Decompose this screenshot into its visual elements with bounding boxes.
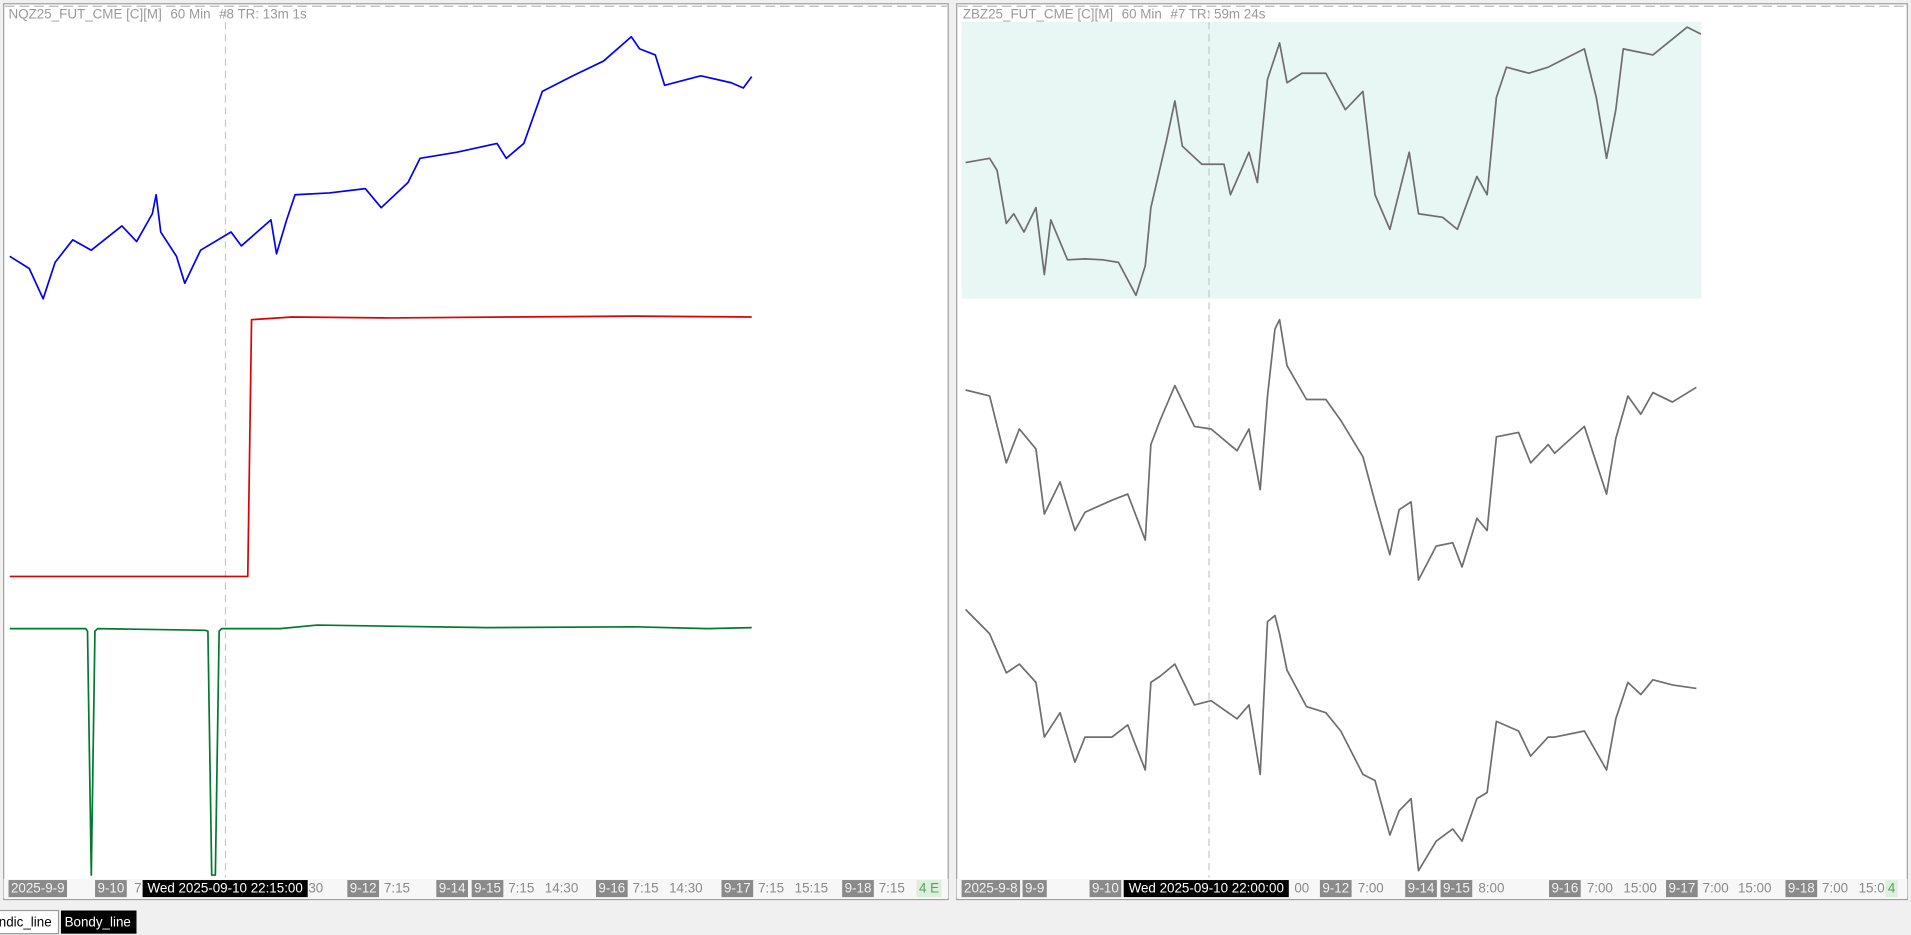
- time-label: 2025-9-9: [11, 881, 65, 896]
- time-label-bg: [916, 880, 942, 898]
- time-label: 7:15: [758, 881, 784, 896]
- time-label-bg: [8, 880, 68, 898]
- time-label: 9-14: [1408, 881, 1435, 896]
- time-label: 4 E: [919, 881, 939, 896]
- time-label: 14:30: [669, 881, 703, 896]
- price-line: [965, 608, 1697, 872]
- time-label: 15:00: [1623, 881, 1657, 896]
- symbol: NQZ25_FUT_CME [C][M]: [9, 6, 162, 21]
- time-label: 9-16: [1551, 881, 1578, 896]
- price-line: [965, 318, 1697, 581]
- time-label: 7:15: [633, 881, 659, 896]
- time-label: 7:00: [1822, 881, 1848, 896]
- time-label-bg: [721, 880, 754, 898]
- crosshair-label: Wed 2025-09-10 22:15:00: [147, 881, 302, 896]
- time-label-bg: [1405, 880, 1437, 898]
- time-label: 7:00: [1703, 881, 1729, 896]
- time-label: 2025-9-8: [964, 881, 1018, 896]
- symbol: ZBZ25_FUT_CME [C][M]: [963, 6, 1113, 21]
- crosshair-label-bg: [142, 880, 308, 898]
- time-label: 8:00: [1478, 881, 1504, 896]
- time-label: 9-18: [845, 881, 872, 896]
- time-label: 30: [308, 881, 323, 896]
- time-label-bg: [1885, 880, 1898, 898]
- time-label: 9-10: [1092, 881, 1119, 896]
- highlight-region: [961, 22, 1702, 299]
- price-line: [965, 26, 1702, 297]
- time-label: 7:00: [1358, 881, 1384, 896]
- time-label: 7: [134, 881, 141, 896]
- status: #7 TR: 59m 24s: [1170, 6, 1265, 21]
- time-label: 9-12: [1322, 881, 1349, 896]
- time-label: 9-16: [598, 881, 625, 896]
- time-label: 15:0: [1859, 881, 1885, 896]
- time-label-bg: [1089, 880, 1122, 898]
- time-label: 4: [1888, 881, 1896, 896]
- price-line: [9, 315, 752, 578]
- time-label: 15:00: [1738, 881, 1772, 896]
- tab-label[interactable]: Bondy_line: [65, 914, 131, 929]
- tab-active[interactable]: [60, 910, 137, 934]
- time-label: 9-18: [1788, 881, 1815, 896]
- interval: 60 Min: [170, 6, 210, 21]
- time-label-bg: [842, 880, 874, 898]
- chart-panel: [3, 3, 949, 901]
- time-label-bg: [1785, 880, 1818, 898]
- time-label: 9-12: [350, 881, 377, 896]
- time-label: 7:00: [1587, 881, 1613, 896]
- time-label: 14:30: [545, 881, 579, 896]
- tab-label[interactable]: ndic_line: [0, 914, 52, 929]
- time-label: 7:15: [508, 881, 534, 896]
- time-label: 00: [1294, 881, 1309, 896]
- time-label: 7:15: [879, 881, 905, 896]
- crosshair-label-bg: [1123, 880, 1289, 898]
- time-label-bg: [436, 880, 468, 898]
- interval: 60 Min: [1122, 6, 1162, 21]
- time-label-bg: [95, 880, 127, 898]
- tab[interactable]: [0, 909, 60, 935]
- time-label-bg: [1022, 880, 1047, 898]
- time-label-bg: [347, 880, 380, 898]
- time-label: 9-9: [1025, 881, 1044, 896]
- time-label: 9-14: [439, 881, 466, 896]
- status: #8 TR: 13m 1s: [219, 6, 307, 21]
- time-label: 7:15: [384, 881, 410, 896]
- time-label-bg: [1549, 880, 1581, 898]
- time-label-bg: [961, 880, 1021, 898]
- time-label: 9-17: [1668, 881, 1695, 896]
- price-line: [9, 35, 753, 300]
- time-label-bg: [1440, 880, 1473, 898]
- time-label-bg: [595, 880, 628, 898]
- time-label-bg: [471, 880, 504, 898]
- time-label: 9-15: [474, 881, 501, 896]
- time-label: 9-15: [1443, 881, 1470, 896]
- time-label-bg: [1666, 880, 1698, 898]
- price-line: [9, 624, 752, 876]
- time-label: 9-10: [98, 881, 125, 896]
- crosshair-label: Wed 2025-09-10 22:00:00: [1129, 881, 1284, 896]
- time-label: 9-17: [724, 881, 751, 896]
- time-label-bg: [1319, 880, 1352, 898]
- time-label: 15:15: [795, 881, 829, 896]
- content: NQZ25_FUT_CME [C][M] 60 Min #8 TR: 13m 1s 2…: [8, 6, 1898, 898]
